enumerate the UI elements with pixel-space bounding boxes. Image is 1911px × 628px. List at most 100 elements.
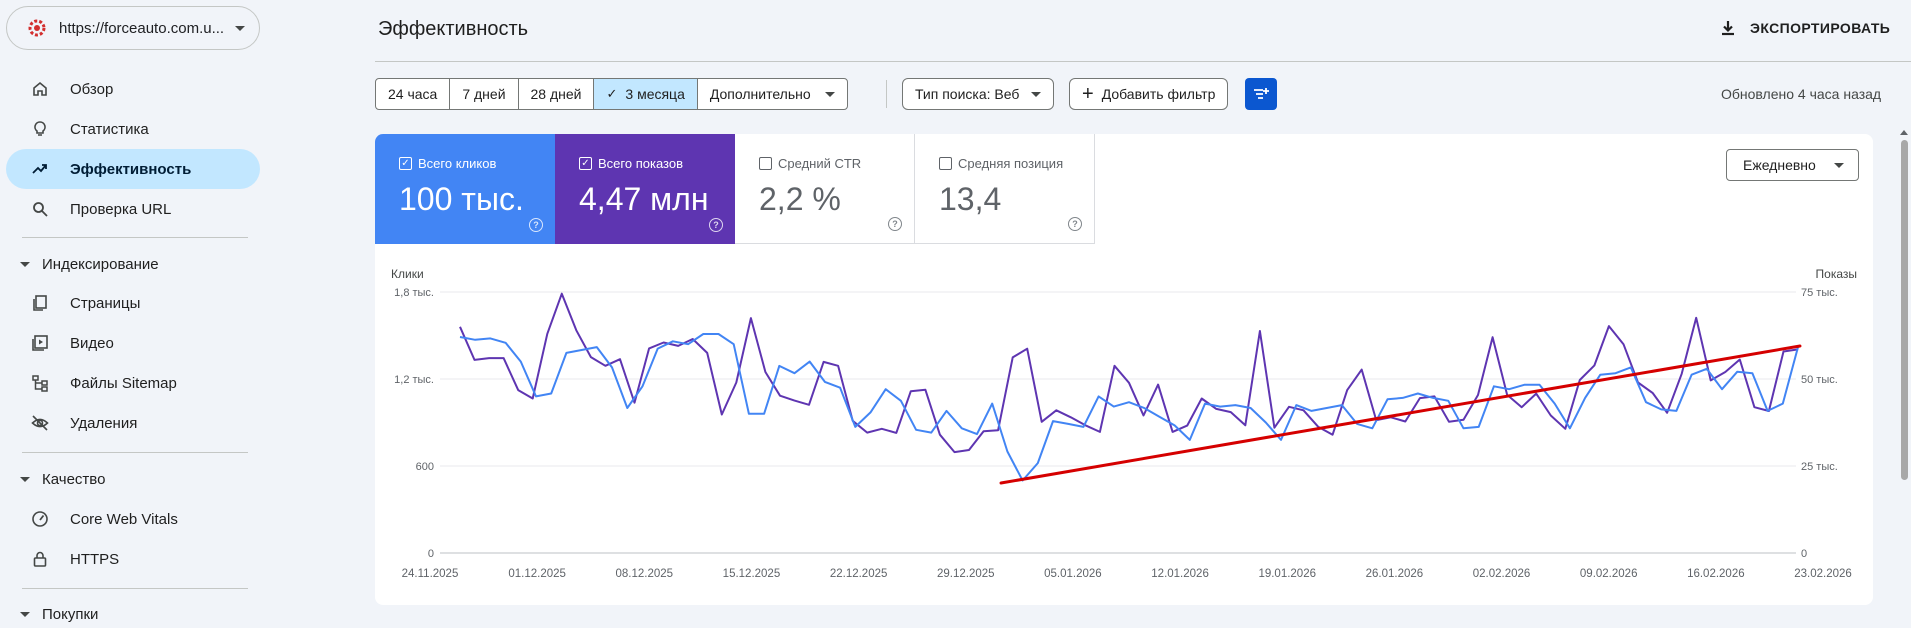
help-icon[interactable]: ? — [709, 218, 723, 232]
collapse-triangle-icon — [20, 611, 30, 617]
video-icon — [30, 333, 50, 353]
sitemap-icon — [30, 373, 50, 393]
lightbulb-icon — [30, 119, 50, 139]
filter-separator — [886, 80, 887, 108]
metric-impressions[interactable]: ✓ Всего показов 4,47 млн ? — [555, 134, 735, 244]
nav-section-shopping-label: Покупки — [42, 605, 99, 623]
visibility-off-icon — [30, 413, 50, 433]
x-tick-label: 16.02.2026 — [1687, 568, 1745, 580]
help-icon[interactable]: ? — [529, 218, 543, 232]
scrollbar-thumb[interactable] — [1901, 140, 1908, 480]
checkbox-checked-icon[interactable]: ✓ — [579, 157, 592, 170]
search-type-chip[interactable]: Тип поиска: Веб — [902, 78, 1055, 110]
filter-settings-button[interactable] — [1245, 78, 1277, 110]
granularity-label: Ежедневно — [1743, 157, 1816, 173]
export-button[interactable]: ЭКСПОРТИРОВАТЬ — [1718, 18, 1890, 38]
trend-annotation-line — [999, 344, 1802, 485]
nav-pages-label: Страницы — [70, 294, 141, 312]
metric-impressions-value: 4,47 млн — [579, 181, 709, 217]
nav-statistics-label: Статистика — [70, 120, 149, 138]
performance-chart: Клики Показы 0 0 600 25 тыс. 1,2 тыс. 50 тыс. 1,… — [391, 267, 1857, 580]
collapse-triangle-icon — [20, 261, 30, 267]
chevron-down-icon — [235, 25, 245, 31]
metric-clicks[interactable]: ✓ Всего кликов 100 тыс. ? — [375, 134, 555, 244]
left-axis-title: Клики — [391, 267, 424, 281]
metric-position[interactable]: Средняя позиция 13,4 ? — [915, 134, 1095, 244]
range-more-button[interactable]: Дополнительно — [698, 79, 847, 109]
x-tick-label: 24.11.2025 — [402, 568, 459, 580]
range-24h-button[interactable]: 24 часа — [376, 79, 451, 109]
trending-up-icon — [30, 159, 50, 179]
nav-url-inspection-label: Проверка URL — [70, 200, 172, 218]
nav-overview-label: Обзор — [70, 80, 114, 98]
search-icon — [30, 199, 50, 219]
nav-https-label: HTTPS — [70, 550, 120, 568]
x-tick-label: 12.01.2026 — [1151, 568, 1209, 580]
nav-video[interactable]: Видео — [6, 323, 260, 363]
right-tick-label: 50 тыс. — [1801, 374, 1838, 386]
nav-statistics[interactable]: Статистика — [6, 109, 260, 149]
property-favicon-icon — [28, 19, 46, 37]
checkbox-unchecked-icon[interactable] — [759, 157, 772, 170]
x-tick-label: 23.02.2026 — [1794, 568, 1852, 580]
add-filter-button[interactable]: + Добавить фильтр — [1069, 78, 1229, 110]
metric-ctr-value: 2,2 % — [759, 181, 841, 217]
x-tick-label: 26.01.2026 — [1366, 568, 1424, 580]
x-tick-label: 09.02.2026 — [1580, 568, 1638, 580]
metric-clicks-value: 100 тыс. — [399, 181, 524, 217]
checkbox-checked-icon[interactable]: ✓ — [399, 157, 412, 170]
right-axis-title: Показы — [1816, 267, 1857, 281]
nav-divider — [22, 452, 248, 453]
scroll-up-arrow-icon[interactable] — [1900, 130, 1908, 135]
header-divider — [375, 61, 1911, 62]
check-icon: ✓ — [606, 86, 618, 101]
nav-section-quality-label: Качество — [42, 470, 106, 488]
nav-core-web-vitals-label: Core Web Vitals — [70, 510, 178, 528]
plus-icon: + — [1082, 83, 1094, 105]
nav-divider — [22, 588, 248, 589]
range-3m-button[interactable]: ✓ 3 месяца — [594, 79, 698, 109]
right-tick-label: 75 тыс. — [1801, 287, 1838, 299]
nav-section-shopping[interactable]: Покупки — [20, 602, 98, 626]
help-icon[interactable]: ? — [1068, 217, 1082, 231]
left-tick-label: 1,8 тыс. — [394, 287, 434, 299]
nav-removals[interactable]: Удаления — [6, 403, 260, 443]
x-tick-label: 22.12.2025 — [830, 568, 888, 580]
x-tick-label: 29.12.2025 — [937, 568, 995, 580]
property-url: https://forceauto.com.u... — [59, 19, 225, 37]
left-tick-label: 1,2 тыс. — [394, 374, 434, 386]
collapse-triangle-icon — [20, 476, 30, 482]
property-selector[interactable]: https://forceauto.com.u... — [6, 6, 260, 50]
help-icon[interactable]: ? — [888, 217, 902, 231]
metric-ctr-label: Средний CTR — [778, 156, 862, 171]
metric-ctr[interactable]: Средний CTR 2,2 % ? — [735, 134, 915, 244]
range-3m-label: 3 месяца — [625, 86, 685, 102]
granularity-select[interactable]: Ежедневно — [1726, 149, 1859, 181]
nav-section-indexing[interactable]: Индексирование — [20, 252, 159, 276]
nav-overview[interactable]: Обзор — [6, 69, 260, 109]
nav-pages[interactable]: Страницы — [6, 283, 260, 323]
range-more-label: Дополнительно — [709, 86, 811, 102]
nav-section-indexing-label: Индексирование — [42, 255, 159, 273]
nav-performance-label: Эффективность — [70, 160, 192, 178]
range-24h-label: 24 часа — [388, 86, 438, 102]
nav-url-inspection[interactable]: Проверка URL — [6, 189, 260, 229]
x-tick-label: 08.12.2025 — [616, 568, 674, 580]
performance-card: ✓ Всего кликов 100 тыс. ? ✓ Всего показов … — [375, 134, 1873, 605]
range-28d-button[interactable]: 28 дней — [519, 79, 595, 109]
sidebar: https://forceauto.com.u... Обзор Статист… — [0, 0, 262, 628]
nav-core-web-vitals[interactable]: Core Web Vitals — [6, 499, 260, 539]
nav-sitemaps[interactable]: Файлы Sitemap — [6, 363, 260, 403]
nav-https[interactable]: HTTPS — [6, 539, 260, 579]
nav-performance[interactable]: Эффективность — [6, 149, 260, 189]
nav-section-quality[interactable]: Качество — [20, 467, 105, 491]
chevron-down-icon — [1031, 91, 1042, 97]
metric-position-label: Средняя позиция — [958, 156, 1064, 171]
nav-video-label: Видео — [70, 334, 114, 352]
date-range-selector: 24 часа 7 дней 28 дней ✓ 3 месяца Дополни… — [375, 78, 848, 110]
range-7d-button[interactable]: 7 дней — [450, 79, 519, 109]
nav-sitemaps-label: Файлы Sitemap — [70, 374, 177, 392]
home-icon — [30, 79, 50, 99]
chevron-down-icon — [1834, 162, 1844, 168]
checkbox-unchecked-icon[interactable] — [939, 157, 952, 170]
